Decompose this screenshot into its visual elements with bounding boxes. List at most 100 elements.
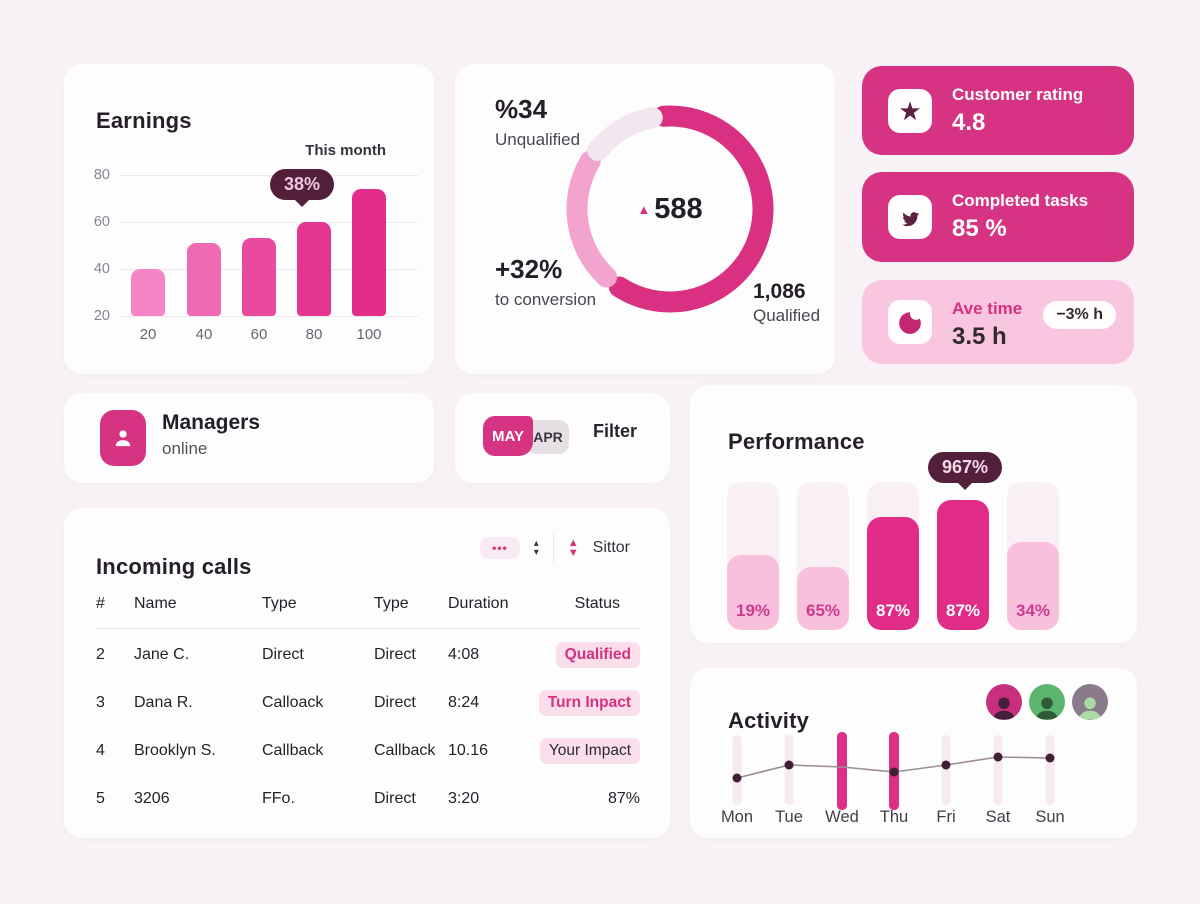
status-badge: Turn Inpact	[538, 690, 640, 716]
activity-track-bar	[993, 735, 1003, 805]
managers-title: Managers	[162, 411, 261, 434]
column-header: #	[96, 595, 105, 612]
table-cell-name: Brooklyn S.	[134, 742, 216, 759]
day-label: Sun	[1035, 808, 1065, 826]
table-row[interactable]: 4 Brooklyn S. Callback Callback 10.16 Your Im…	[96, 727, 640, 775]
qualified-label: Qualified	[753, 306, 821, 325]
table-row[interactable]: 2 Jane C. Direct Direct 4:08 Qualified	[96, 631, 640, 679]
table-cell-type2: Direct	[374, 646, 416, 663]
donut-segment-to-conversion	[566, 150, 618, 288]
performance-card: Performance 19% 65% 87% 87% 34% 967%	[690, 385, 1137, 643]
incoming-calls-table: # Name Type Type Duration Status 2 Jane C. Direc…	[96, 584, 640, 823]
ave-time-card[interactable]: Ave time 3.5 h −3% h	[862, 280, 1134, 364]
table-cell-status: 87%	[534, 790, 640, 808]
table-row[interactable]: 3 Dana R. Calloack Direct 8:24 Turn Inpact	[96, 679, 640, 727]
day-label: Mon	[720, 808, 754, 826]
earnings-bar[interactable]	[131, 269, 165, 316]
performance-bar[interactable]: 87%	[937, 500, 989, 630]
activity-track-bar	[784, 735, 794, 805]
stat-value: 85 %	[952, 215, 1007, 242]
table-row[interactable]: 5 3206 FFo. Direct 3:20 87%	[96, 775, 640, 823]
performance-column: 19%	[727, 482, 779, 630]
earnings-bar[interactable]	[297, 222, 331, 316]
person-icon	[100, 410, 146, 466]
unqualified-value: %34	[495, 94, 548, 124]
day-label: Sat	[985, 808, 1011, 826]
avatar[interactable]	[1072, 684, 1108, 720]
filter-tab-apr[interactable]: APR	[527, 420, 569, 454]
activity-track-bar	[732, 735, 742, 805]
bar-value-label: 34%	[1015, 601, 1051, 620]
table-cell-name: Dana R.	[134, 694, 193, 711]
donut-center-value: ▲ 588	[637, 192, 703, 225]
table-cell-type1: Calloack	[262, 694, 324, 711]
gridline	[120, 222, 418, 223]
avatar[interactable]	[1029, 684, 1065, 720]
table-cell-status: Qualified	[534, 642, 640, 668]
divider	[552, 534, 554, 562]
x-axis-tick: 60	[250, 326, 268, 343]
performance-bar[interactable]: 34%	[1007, 542, 1059, 630]
sort-spinner-icon[interactable]: ▴ ▾	[533, 538, 539, 558]
incoming-calls-card: Incoming calls ••• ▴ ▾ ▲ ▼ Sittor # Name T…	[64, 508, 670, 838]
sort-arrows-icon[interactable]: ▲ ▼	[567, 537, 579, 559]
earnings-bar[interactable]	[352, 189, 386, 316]
column-header: Type	[374, 595, 409, 612]
activity-data-point[interactable]	[993, 752, 1003, 762]
table-cell-num: 2	[96, 646, 105, 663]
bar-value-label: 19%	[735, 601, 771, 620]
table-cell-name: 3206	[134, 790, 170, 807]
table-cell-status: Turn Inpact	[534, 690, 640, 716]
table-cell-type1: Direct	[262, 646, 304, 663]
activity-svg	[732, 732, 1055, 810]
day-label: Thu	[879, 808, 909, 826]
stat-label: Ave time	[952, 299, 1023, 318]
activity-title: Activity	[728, 708, 810, 734]
table-cell-type2: Callback	[374, 742, 436, 759]
table-cell-duration: 10.16	[448, 742, 489, 759]
avatar[interactable]	[986, 684, 1022, 720]
table-cell-num: 4	[96, 742, 105, 759]
activity-highlight-bar	[837, 732, 847, 810]
column-header: Status	[574, 595, 620, 612]
bar-value-label: 87%	[875, 601, 911, 620]
donut-rings	[566, 105, 774, 313]
star-icon: ★	[888, 88, 932, 133]
more-options-button[interactable]: •••	[480, 537, 520, 559]
table-cell-num: 3	[96, 694, 105, 711]
activity-data-point[interactable]	[784, 760, 794, 770]
managers-card[interactable]: Managers online	[64, 393, 434, 483]
table-cell-type2: Direct	[374, 694, 416, 711]
gridline	[120, 316, 418, 317]
earnings-bar[interactable]	[187, 243, 221, 316]
sort-field-label[interactable]: Sittor	[592, 539, 630, 556]
x-axis-tick: 100	[356, 326, 382, 343]
y-axis-tick: 20	[93, 308, 110, 324]
column-header: Type	[262, 595, 297, 612]
status-text: 87%	[607, 790, 640, 807]
activity-data-point[interactable]	[1045, 753, 1055, 763]
activity-data-point[interactable]	[732, 773, 742, 783]
day-label: Tue	[775, 808, 803, 826]
conversion-label: to conversion	[495, 290, 597, 309]
x-axis-tick: 80	[305, 326, 323, 343]
completed-tasks-card[interactable]: Completed tasks 85 %	[862, 172, 1134, 262]
performance-bar[interactable]: 87%	[867, 517, 919, 630]
status-badge: Your Impact	[539, 738, 640, 764]
bird-icon	[888, 195, 932, 239]
performance-bar[interactable]: 65%	[797, 567, 849, 630]
donut-segment-unqualified	[587, 107, 663, 161]
column-header: Duration	[448, 595, 509, 612]
filter-tab-may[interactable]: MAY	[483, 416, 533, 456]
stat-label: Completed tasks	[952, 191, 1089, 210]
activity-data-point[interactable]	[941, 760, 951, 770]
performance-bar[interactable]: 19%	[727, 555, 779, 630]
activity-data-point[interactable]	[889, 767, 899, 777]
column-header: Name	[134, 595, 177, 612]
earnings-legend: This month	[305, 142, 386, 159]
earnings-bar[interactable]	[242, 238, 276, 316]
customer-rating-card[interactable]: ★ Customer rating 4.8	[862, 66, 1134, 155]
y-axis-tick: 40	[93, 261, 110, 277]
earnings-bar-chart: 80 60 40 20 20 40 60 80 100 38%	[94, 167, 418, 343]
performance-column: 65%	[797, 482, 849, 630]
